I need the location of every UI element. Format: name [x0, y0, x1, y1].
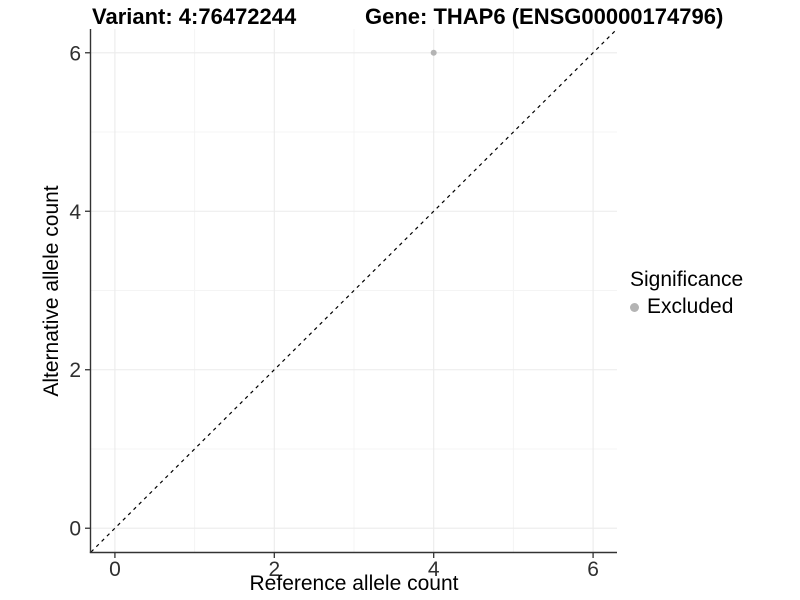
- y-axis-title: Alternative allele count: [40, 185, 63, 397]
- x-axis-title: Reference allele count: [249, 572, 459, 595]
- y-tick-label: 6: [69, 42, 81, 65]
- legend-items: Excluded: [630, 295, 743, 319]
- gene-title: Gene: THAP6 (ENSG00000174796): [365, 4, 724, 29]
- y-tick-label: 4: [69, 201, 81, 224]
- data-point-excluded: [430, 49, 437, 56]
- legend: Significance Excluded: [630, 268, 743, 319]
- legend-key-circle-icon: [630, 302, 639, 312]
- legend-item-label: Excluded: [647, 295, 734, 318]
- legend-title: Significance: [630, 268, 744, 291]
- x-tick-label: 6: [587, 558, 599, 581]
- y-tick-label: 0: [69, 518, 81, 541]
- legend-item: Excluded: [630, 295, 743, 319]
- x-tick-label: 4: [428, 558, 440, 581]
- identity-dashed-line: [90, 28, 618, 553]
- x-tick-label: 2: [268, 558, 280, 581]
- x-tick-label: 0: [109, 558, 121, 581]
- variant-title: Variant: 4:76472244: [92, 4, 297, 29]
- y-tick-label: 2: [69, 359, 81, 382]
